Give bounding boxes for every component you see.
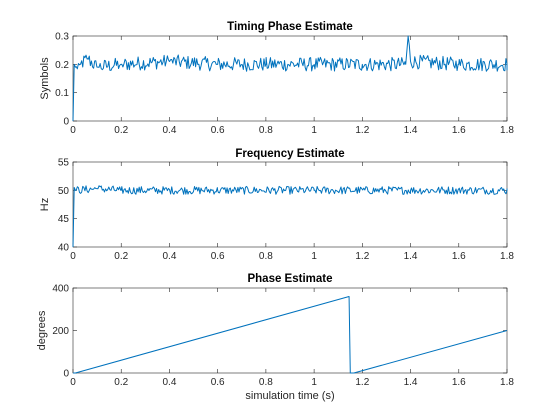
x-tick-label: 0.8 [259,251,273,262]
x-tick-label: 1.6 [452,251,466,262]
x-tick-label: 0.4 [162,251,176,262]
x-tick-label: 1 [311,251,317,262]
x-tick-label: 1.6 [452,377,466,388]
x-tick-label: 0.2 [114,251,128,262]
y-tick-label: 0.1 [55,88,69,99]
x-axis: 0 0.2 0.4 0.6 0.8 1 1.2 1.4 1.6 1.8 [70,36,514,136]
y-tick-label: 40 [58,243,70,254]
x-tick-label: 1.2 [355,251,369,262]
x-tick-label: 1.8 [500,377,514,388]
axes-box [72,287,508,374]
x-tick-label: 0.6 [211,125,225,136]
x-tick-label: 1 [311,377,317,388]
x-axis-label: simulation time (s) [245,390,334,402]
chart-title: Timing Phase Estimate [227,21,353,33]
y-axis-label: degrees [36,310,48,350]
subplot-phase: Phase Estimate degrees simulation time (… [36,273,514,402]
subplot-timing-phase: Timing Phase Estimate Symbols 0 0.2 0.4 0.6… [39,21,514,136]
x-tick-label: 1.4 [404,377,418,388]
chart-title: Frequency Estimate [235,148,344,160]
x-tick-label: 0 [70,251,76,262]
y-tick-label: 0.2 [55,60,69,71]
axes-box [72,161,508,248]
x-axis: 0 0.2 0.4 0.6 0.8 1 1.2 1.4 1.6 1.8 [70,162,514,262]
x-axis: 0 0.2 0.4 0.6 0.8 1 1.2 1.4 1.6 1.8 [70,288,514,388]
series-line [72,185,508,248]
x-tick-label: 0.4 [162,125,176,136]
series-line [72,35,508,122]
x-tick-label: 1.8 [500,251,514,262]
y-tick-label: 0 [63,117,69,128]
y-tick-label: 0.3 [55,32,69,43]
y-axis-label: Hz [39,198,51,211]
y-tick-label: 50 [58,186,70,197]
y-axis-label: Symbols [39,57,51,100]
y-tick-label: 55 [58,158,70,169]
x-tick-label: 0.6 [211,251,225,262]
x-tick-label: 0.8 [259,377,273,388]
x-tick-label: 1 [311,125,317,136]
x-tick-label: 1.4 [404,125,418,136]
y-axis: 0 200 400 [52,284,507,380]
x-tick-label: 1.2 [355,377,369,388]
axes-box [72,35,508,122]
x-tick-label: 0 [70,125,76,136]
subplot-frequency: Frequency Estimate Hz 0 0.2 0.4 0.6 0.8 1 1.2 1… [39,148,514,262]
y-axis: 40 45 50 55 [58,158,507,254]
x-tick-label: 1.2 [355,125,369,136]
x-tick-label: 0.2 [114,125,128,136]
x-tick-label: 1.6 [452,125,466,136]
x-tick-label: 0.4 [162,377,176,388]
x-tick-label: 0 [70,377,76,388]
y-tick-label: 0 [63,369,69,380]
x-tick-label: 0.2 [114,377,128,388]
y-tick-label: 400 [52,284,69,295]
x-tick-label: 0.6 [211,377,225,388]
x-tick-label: 1.8 [500,125,514,136]
x-tick-label: 1.4 [404,251,418,262]
chart-title: Phase Estimate [247,273,332,285]
y-tick-label: 45 [58,214,70,225]
series-line [73,296,508,374]
x-tick-label: 0.8 [259,125,273,136]
y-tick-label: 200 [52,326,69,337]
